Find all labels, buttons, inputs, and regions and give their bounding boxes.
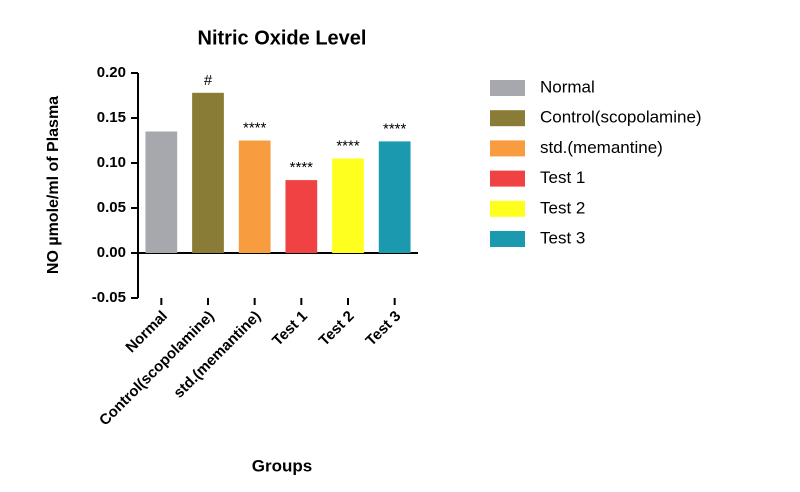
legend-label: Test 2: [540, 198, 585, 217]
bar: [332, 158, 364, 253]
legend-swatch: [490, 140, 525, 157]
bar: [378, 141, 411, 253]
annotation: ****: [336, 137, 360, 154]
y-tick-label: -0.05: [92, 289, 126, 306]
legend-swatch: [490, 80, 525, 96]
y-tick-label: 0.20: [97, 64, 126, 81]
legend-swatch: [490, 110, 525, 127]
legend-swatch: [490, 200, 525, 217]
y-tick-label: 0.05: [97, 199, 126, 216]
legend-label: Test 1: [540, 168, 585, 187]
x-tick-label: std.(memantine): [170, 308, 264, 402]
bar: [238, 140, 271, 253]
bar: [285, 180, 318, 253]
y-tick-label: 0.00: [97, 244, 126, 261]
legend-label: Normal: [540, 77, 595, 96]
annotation: ****: [290, 159, 314, 176]
annotation: ****: [383, 120, 407, 137]
legend-swatch: [490, 231, 525, 247]
legend-label: std.(memantine): [540, 138, 663, 157]
y-tick-label: 0.15: [97, 109, 126, 126]
legend-swatch: [490, 170, 525, 187]
annotation: ****: [243, 119, 267, 136]
bar: [145, 131, 178, 253]
x-tick-label: Test 3: [362, 308, 404, 350]
x-axis-label: Groups: [252, 456, 312, 475]
bar: [192, 92, 224, 253]
x-tick-label: Test 1: [269, 308, 311, 350]
y-axis-label: NO µmole/ml of Plasma: [45, 96, 62, 274]
chart-title: Nitric Oxide Level: [198, 27, 367, 49]
legend-label: Test 3: [540, 228, 585, 247]
x-tick-label: Test 2: [316, 308, 358, 350]
y-tick-label: 0.10: [97, 154, 126, 171]
legend-label: Control(scopolamine): [540, 108, 702, 127]
annotation: #: [204, 72, 213, 89]
